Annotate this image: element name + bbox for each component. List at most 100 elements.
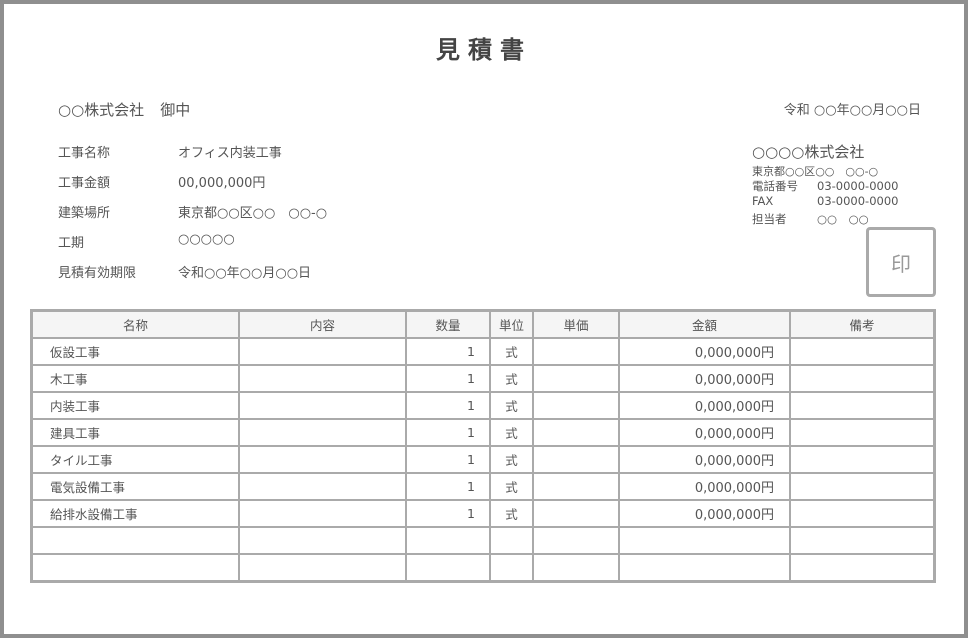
column-header: 単位	[489, 309, 534, 339]
cell-content	[238, 472, 407, 501]
cell-unit: 式	[489, 499, 534, 528]
info-label: 工事名称	[58, 146, 111, 161]
cell-unit: 式	[489, 418, 534, 447]
cell-name: 建具工事	[30, 418, 240, 447]
cell-qty: 1	[405, 472, 491, 501]
cell-note	[789, 445, 936, 474]
client: ○○株式会社 御中	[58, 99, 190, 120]
cell-name: 木工事	[30, 364, 240, 393]
cell-content	[238, 553, 407, 583]
cell-qty: 1	[405, 364, 491, 393]
cell-note	[789, 391, 936, 420]
info-label: 工事金額	[58, 176, 111, 191]
cell-qty: 1	[405, 391, 491, 420]
client-suffix: 御中	[160, 101, 191, 119]
cell-note	[789, 553, 936, 583]
info-row: 工事金額 00,000,000円	[58, 172, 327, 202]
info-row: 見積有効期限 令和○○年○○月○○日	[58, 262, 327, 292]
cell-price	[532, 391, 620, 420]
cell-unit: 式	[489, 445, 534, 474]
cell-qty	[405, 553, 491, 583]
fax-label: FAX	[752, 194, 774, 208]
table-row	[30, 526, 936, 555]
cell-content	[238, 364, 407, 393]
cell-price	[532, 553, 620, 583]
cell-note	[789, 526, 936, 555]
cell-note	[789, 472, 936, 501]
cell-amount: 0,000,000円	[618, 391, 791, 420]
info-row: 工期 ○○○○○	[58, 232, 327, 262]
issuer-block: ○○○○株式会社 東京都○○区○○ ○○-○ 電話番号 03-0000-0000 …	[752, 145, 898, 227]
cell-unit	[489, 526, 534, 555]
table-row	[30, 553, 936, 583]
cell-content	[238, 499, 407, 528]
cell-amount	[618, 553, 791, 583]
cell-name	[30, 526, 240, 555]
cell-name: 仮設工事	[30, 337, 240, 366]
tel-value: 03-0000-0000	[817, 179, 899, 193]
cell-price	[532, 499, 620, 528]
table-row: タイル工事 1 式 0,000,000円	[30, 445, 936, 474]
cell-name: 電気設備工事	[30, 472, 240, 501]
contact-value: ○○ ○○	[817, 212, 869, 226]
document-title: 見積書	[436, 36, 532, 64]
table-row: 建具工事 1 式 0,000,000円	[30, 418, 936, 447]
table-row: 電気設備工事 1 式 0,000,000円	[30, 472, 936, 501]
fax-value: 03-0000-0000	[817, 194, 899, 208]
cell-qty: 1	[405, 499, 491, 528]
cell-price	[532, 526, 620, 555]
cell-content	[238, 337, 407, 366]
cell-note	[789, 364, 936, 393]
cell-unit: 式	[489, 337, 534, 366]
issuer-address: 東京都○○区○○ ○○-○	[752, 165, 879, 178]
cell-price	[532, 418, 620, 447]
cell-qty: 1	[405, 418, 491, 447]
cell-content	[238, 526, 407, 555]
cell-note	[789, 499, 936, 528]
project-info: 工事名称 オフィス内装工事 工事金額 00,000,000円 建築場所 東京都○○区○…	[58, 142, 327, 292]
cell-note	[789, 337, 936, 366]
cell-name: 給排水設備工事	[30, 499, 240, 528]
table-row: 木工事 1 式 0,000,000円	[30, 364, 936, 393]
cell-unit: 式	[489, 364, 534, 393]
cell-qty: 1	[405, 445, 491, 474]
tel-label: 電話番号	[752, 179, 798, 193]
seal-stamp-box: 印	[866, 227, 936, 297]
cell-name	[30, 553, 240, 583]
column-header: 名称	[30, 309, 240, 339]
cell-amount: 0,000,000円	[618, 364, 791, 393]
column-header: 金額	[618, 309, 791, 339]
cell-unit: 式	[489, 391, 534, 420]
info-value: 令和○○年○○月○○日	[178, 266, 312, 281]
cell-amount	[618, 526, 791, 555]
cell-qty	[405, 526, 491, 555]
column-header: 備考	[789, 309, 936, 339]
info-label: 見積有効期限	[58, 266, 137, 281]
table-header-row: 名称 内容 数量 単位 単価 金額 備考	[30, 309, 936, 339]
contact-label: 担当者	[752, 212, 787, 226]
cell-amount: 0,000,000円	[618, 445, 791, 474]
cell-amount: 0,000,000円	[618, 418, 791, 447]
info-label: 工期	[58, 236, 85, 251]
table-row: 仮設工事 1 式 0,000,000円	[30, 337, 936, 366]
cell-qty: 1	[405, 337, 491, 366]
cell-price	[532, 364, 620, 393]
table-row: 給排水設備工事 1 式 0,000,000円	[30, 499, 936, 528]
cell-content	[238, 391, 407, 420]
cell-name: 内装工事	[30, 391, 240, 420]
cell-unit: 式	[489, 472, 534, 501]
cell-amount: 0,000,000円	[618, 337, 791, 366]
table-row: 内装工事 1 式 0,000,000円	[30, 391, 936, 420]
info-value: オフィス内装工事	[178, 146, 282, 161]
info-value: 東京都○○区○○ ○○-○	[178, 206, 328, 221]
client-name: ○○株式会社	[58, 101, 145, 119]
cell-content	[238, 445, 407, 474]
cell-price	[532, 445, 620, 474]
info-row: 工事名称 オフィス内装工事	[58, 142, 327, 172]
column-header: 内容	[238, 309, 407, 339]
cell-price	[532, 337, 620, 366]
cell-name: タイル工事	[30, 445, 240, 474]
cell-price	[532, 472, 620, 501]
info-row: 建築場所 東京都○○区○○ ○○-○	[58, 202, 327, 232]
cell-amount: 0,000,000円	[618, 499, 791, 528]
